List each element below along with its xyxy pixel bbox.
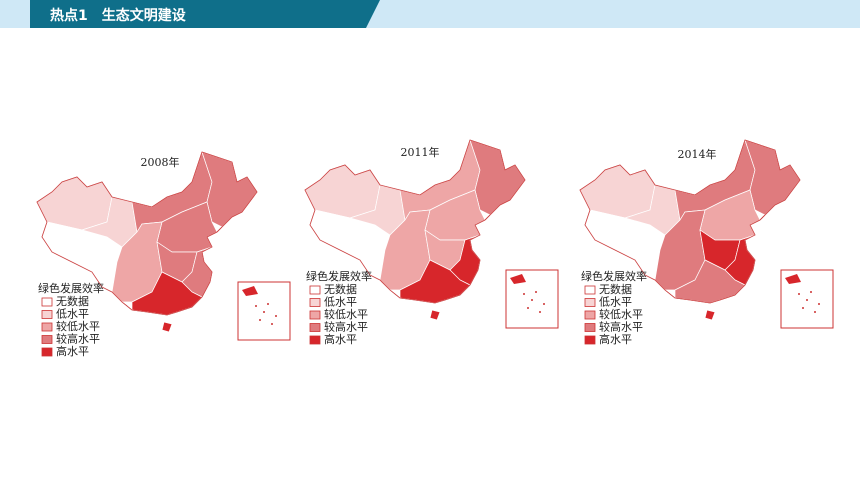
legend-swatch [584, 298, 596, 307]
legend-item: 较高水平 [599, 320, 643, 334]
map-region [161, 321, 173, 333]
legend-item: 较低水平 [324, 307, 368, 321]
legend-swatch [309, 298, 321, 307]
legend-swatch [41, 322, 53, 332]
inset-island [259, 319, 261, 321]
legend-item: 无数据 [599, 282, 632, 296]
inset-island [531, 299, 533, 301]
legend-item: 高水平 [56, 344, 89, 358]
map-year: 2014年 [678, 147, 717, 161]
china-map [304, 138, 526, 321]
legend-swatch [309, 310, 321, 320]
legend-item: 高水平 [599, 332, 632, 346]
legend-item: 较低水平 [56, 319, 100, 333]
legend-item: 低水平 [56, 308, 89, 321]
inset-island [535, 291, 537, 293]
inset-island [810, 291, 812, 293]
inset-island [263, 311, 265, 313]
legend-item: 无数据 [56, 294, 89, 308]
legend-title: 绿色发展效率 [38, 281, 104, 295]
inset-island [527, 307, 529, 309]
legend-swatch [309, 285, 321, 295]
inset-island [271, 323, 273, 325]
china-map [579, 138, 801, 321]
map-border [579, 139, 801, 304]
inset-coast [242, 286, 258, 296]
inset-island [539, 311, 541, 313]
inset-island [543, 303, 545, 305]
legend-item: 较高水平 [56, 332, 100, 346]
inset-coast [510, 274, 526, 284]
legend-swatch [584, 335, 596, 345]
inset-island [818, 303, 820, 305]
legend-swatch [309, 335, 321, 345]
china-map [36, 150, 258, 333]
inset-island [798, 293, 800, 295]
legend-title: 绿色发展效率 [581, 269, 647, 283]
inset-island [802, 307, 804, 309]
legend-swatch [309, 323, 321, 332]
legend-item: 较高水平 [324, 320, 368, 334]
legend-swatch [41, 297, 53, 307]
header-label: 热点1 [50, 8, 88, 24]
inset-coast [785, 274, 801, 284]
inset-island [267, 303, 269, 305]
inset-island [523, 293, 525, 295]
legend-item: 无数据 [324, 282, 357, 296]
map-border [304, 139, 526, 304]
legend-item: 低水平 [599, 296, 632, 309]
inset-island [255, 305, 257, 307]
inset-island [814, 311, 816, 313]
map-region [704, 309, 716, 321]
legend-item: 高水平 [324, 332, 357, 346]
legend-swatch [584, 285, 596, 295]
legend-swatch [41, 347, 53, 357]
legend-swatch [41, 335, 53, 344]
legend-title: 绿色发展效率 [306, 269, 372, 283]
legend-swatch [41, 310, 53, 319]
legend-item: 较低水平 [599, 307, 643, 321]
legend-swatch [584, 310, 596, 320]
legend-item: 低水平 [324, 296, 357, 309]
header-title: 生态文明建设 [101, 8, 186, 24]
header-tab [30, 0, 380, 28]
inset-island [275, 315, 277, 317]
inset-island [806, 299, 808, 301]
map-border [36, 151, 258, 316]
header: 热点1 生态文明建设 [50, 5, 200, 25]
map-year: 2008年 [141, 155, 180, 169]
map-region [429, 309, 441, 321]
legend-swatch [584, 323, 596, 332]
map-year: 2011年 [401, 145, 440, 159]
